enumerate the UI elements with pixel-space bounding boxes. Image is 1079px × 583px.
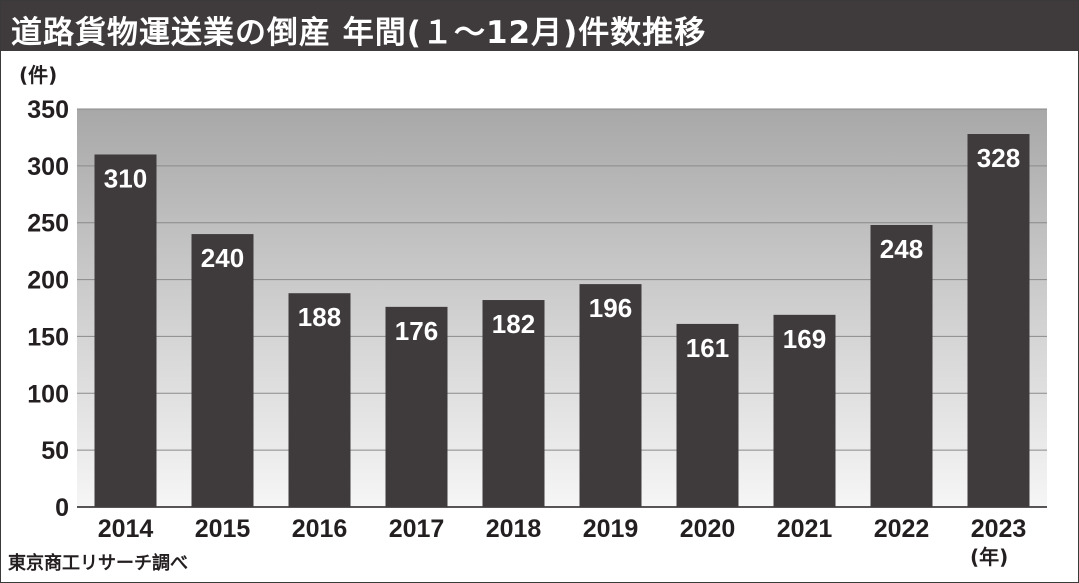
bar-2016 [288,293,351,507]
x-tick-label: 2020 [680,515,736,543]
x-tick-label: 2021 [777,515,833,543]
bar-2023 [967,134,1030,507]
y-tick-label: 300 [27,153,69,181]
bar-2018 [482,300,545,507]
data-label: 182 [492,309,535,339]
title-bar: 道路貨物運送業の倒産 年間(１～12月)件数推移 [1,1,1078,51]
y-tick-label: 150 [27,323,69,351]
x-tick-label: 2018 [486,515,542,543]
bar-2014 [94,154,157,507]
x-axis-unit: (年) [970,545,1009,569]
y-tick-label: 0 [55,494,69,522]
source-note: 東京商工リサーチ調べ [8,553,188,574]
bar-2019 [579,284,642,507]
chart-title: 道路貨物運送業の倒産 年間(１～12月)件数推移 [11,15,707,51]
x-tick-label: 2016 [292,515,348,543]
x-tick-label: 2023 [971,515,1027,543]
x-tick-label: 2022 [874,515,930,543]
data-label: 328 [977,143,1020,173]
data-label: 310 [104,163,147,193]
data-label: 248 [880,234,923,264]
y-tick-label: 350 [27,96,69,124]
y-axis-unit: (件) [19,63,58,87]
bar-2015 [191,234,254,508]
bar-2017 [385,306,448,507]
x-tick-label: 2014 [98,515,154,543]
data-label: 169 [783,324,826,354]
y-tick-label: 250 [27,210,69,238]
bar-2021 [773,314,836,507]
x-tick-label: 2017 [389,515,445,543]
bar-2022 [870,224,933,507]
x-tick-label: 2019 [583,515,639,543]
data-label: 240 [201,243,244,273]
data-label: 161 [686,333,729,363]
y-tick-label: 100 [27,380,69,408]
data-label: 188 [298,302,341,332]
y-tick-label: 200 [27,267,69,295]
x-tick-label: 2015 [195,515,251,543]
bar-2020 [676,323,739,507]
data-label: 176 [395,316,438,346]
data-label: 196 [589,293,632,323]
y-tick-label: 50 [41,437,69,465]
